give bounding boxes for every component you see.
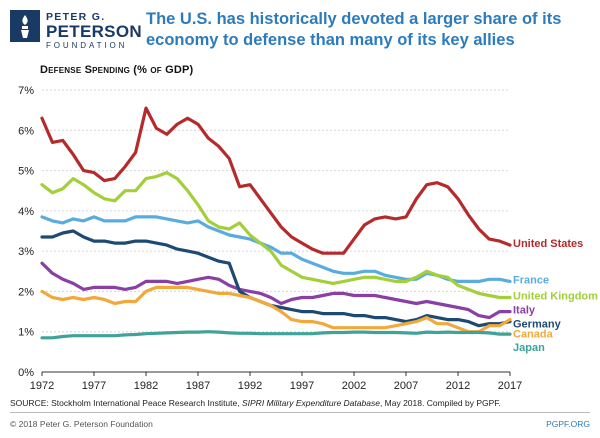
y-tick-label: 3% — [18, 246, 34, 258]
copyright: © 2018 Peter G. Peterson Foundation — [10, 419, 153, 429]
y-tick-label: 2% — [18, 286, 34, 298]
y-tick-label: 4% — [18, 206, 34, 218]
x-tick-label: 2012 — [446, 380, 470, 392]
x-tick-label: 1997 — [290, 380, 314, 392]
y-tick-label: 7% — [18, 85, 34, 97]
y-tick-label: 0% — [18, 367, 34, 379]
series-line-japan — [40, 330, 512, 340]
source-suffix: , May 2018. Compiled by PGPF. — [379, 398, 501, 408]
site-link[interactable]: PGPF.ORG — [546, 419, 590, 429]
series-label-canada: Canada — [513, 329, 554, 341]
series-label-germany: Germany — [513, 319, 562, 331]
series-line-united-states — [40, 106, 512, 255]
footer-divider — [10, 412, 590, 413]
series-label-italy: Italy — [513, 305, 536, 317]
foundation-logo: PETER G. PETERSON FOUNDATION — [10, 8, 142, 50]
source-note: SOURCE: Stockholm International Peace Re… — [10, 398, 501, 408]
series-line-canada — [40, 285, 512, 334]
torch-icon — [10, 10, 40, 42]
x-tick-label: 1972 — [30, 380, 54, 392]
series-line-united-kingdom — [40, 171, 512, 300]
logo-text-line3: FOUNDATION — [46, 41, 128, 50]
series-line-germany — [40, 229, 512, 328]
x-tick-label: 2017 — [498, 380, 522, 392]
series-label-france: France — [513, 274, 549, 286]
x-tick-label: 2002 — [342, 380, 366, 392]
series-line-france — [40, 215, 512, 283]
x-tick-label: 2007 — [394, 380, 418, 392]
x-tick-label: 1992 — [238, 380, 262, 392]
y-tick-label: 5% — [18, 166, 34, 178]
logo-text-line2: PETERSON — [46, 22, 142, 41]
series-label-united-kingdom: United Kingdom — [513, 290, 598, 302]
source-prefix: SOURCE: Stockholm International Peace Re… — [10, 398, 242, 408]
series-line-italy — [40, 261, 512, 320]
x-tick-label: 1982 — [134, 380, 158, 392]
series-label-japan: Japan — [513, 342, 545, 354]
series-label-united-states: United States — [513, 238, 583, 250]
x-tick-label: 1977 — [82, 380, 106, 392]
headline: The U.S. has historically devoted a larg… — [146, 10, 562, 49]
y-tick-label: 6% — [18, 125, 34, 137]
y-tick-label: 1% — [18, 327, 34, 339]
logo-text-line1: PETER G. — [46, 11, 106, 23]
source-database: SIPRI Military Expenditure Database — [241, 398, 380, 408]
x-tick-label: 1987 — [186, 380, 210, 392]
chart-title: Defense Spending (% of GDP) — [40, 64, 194, 76]
